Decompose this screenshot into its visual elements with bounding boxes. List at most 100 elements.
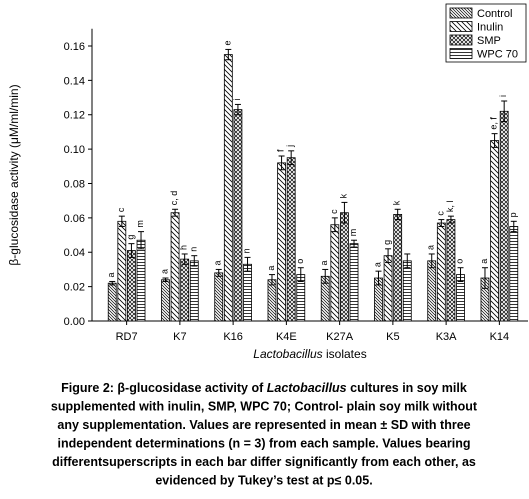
- error-bar: [162, 277, 169, 282]
- caption-line: supplemented with inulin, SMP, WPC 70; C…: [51, 400, 478, 414]
- caption-line: evidenced by Tukey’s test at p≤ 0.05.: [155, 474, 372, 488]
- legend-swatch: [449, 48, 473, 59]
- error-bar: [297, 267, 304, 282]
- legend-label: Control: [477, 8, 512, 20]
- bar: [223, 54, 233, 322]
- significance-letter: e, f: [489, 117, 499, 130]
- error-bar: [191, 255, 198, 267]
- error-bar: [109, 280, 116, 286]
- caption-part: cultures in soy milk: [347, 381, 467, 395]
- bar: [267, 279, 277, 322]
- x-axis-label-part: isolates: [323, 347, 367, 361]
- significance-letter: i: [498, 95, 508, 97]
- error-bar: [491, 133, 498, 148]
- significance-letter: e: [222, 40, 232, 45]
- bar: [393, 214, 403, 322]
- error-bar: [428, 253, 435, 269]
- bar: [330, 224, 340, 322]
- caption-line: any supplementation. Values are represen…: [57, 418, 470, 432]
- significance-letter: c: [329, 209, 339, 214]
- bar: [233, 109, 243, 322]
- bar: [243, 263, 252, 322]
- caption-part: independent determinations (n = 3) from …: [58, 437, 471, 451]
- significance-letter: k: [338, 193, 348, 198]
- significance-letter: a: [159, 269, 169, 274]
- significance-letter: a: [319, 260, 329, 265]
- y-axis-label: β-glucosidase activity (μM/ml/min): [7, 84, 21, 265]
- error-bar: [351, 239, 358, 248]
- error-bar: [172, 208, 179, 217]
- error-bar: [404, 253, 411, 269]
- error-bar: [457, 267, 464, 282]
- y-tick-label: 0.00: [64, 316, 85, 328]
- significance-letter: p: [508, 212, 518, 217]
- legend-label: SMP: [477, 35, 501, 47]
- x-tick-label: K16: [223, 331, 243, 343]
- caption-part: differentsuperscripts in each bar differ…: [52, 455, 476, 469]
- bar: [349, 243, 359, 322]
- significance-letter: i: [232, 98, 242, 100]
- error-bar: [481, 267, 488, 289]
- bar: [107, 282, 117, 322]
- x-tick-label: K4E: [276, 331, 297, 343]
- error-bar: [225, 48, 232, 61]
- bar: [180, 258, 190, 322]
- significance-letter: g: [382, 240, 392, 245]
- caption-line: independent determinations (n = 3) from …: [58, 437, 471, 451]
- y-tick-label: 0.16: [64, 41, 85, 53]
- error-bar: [438, 219, 445, 227]
- bar: [277, 162, 286, 322]
- caption-line: differentsuperscripts in each bar differ…: [52, 455, 476, 469]
- significance-letter: g: [125, 235, 135, 240]
- significance-letter: a: [479, 259, 489, 264]
- significance-letter: a: [106, 272, 116, 277]
- x-tick-label: K3A: [436, 331, 457, 343]
- significance-letter: j: [285, 145, 295, 148]
- significance-letter: m: [348, 229, 358, 237]
- y-tick-label: 0.06: [64, 213, 85, 225]
- legend-swatch: [449, 21, 473, 32]
- y-tick-label: 0.04: [64, 247, 85, 259]
- error-bar: [244, 256, 251, 272]
- significance-letter: a: [213, 260, 223, 265]
- caption-part: evidenced by Tukey’s test at p≤ 0.05.: [155, 474, 372, 488]
- significance-letter: k, l: [445, 201, 455, 213]
- bar: [490, 140, 499, 322]
- y-tick-label: 0.12: [64, 110, 85, 122]
- bar: [402, 260, 412, 322]
- legend-label: Inulin: [477, 22, 503, 34]
- error-bar: [278, 155, 285, 171]
- y-tick-label: 0.10: [64, 144, 85, 156]
- significance-letter: m: [135, 220, 145, 228]
- significance-letter: c: [116, 207, 126, 212]
- error-bar: [181, 253, 188, 265]
- x-axis-label: Lactobacillus isolates: [253, 347, 366, 361]
- caption-part: supplemented with inulin, SMP, WPC 70; C…: [51, 400, 478, 414]
- bar: [286, 157, 296, 322]
- bar: [170, 212, 180, 322]
- error-bar: [331, 217, 338, 233]
- bar: [161, 279, 170, 322]
- bar: [383, 255, 393, 322]
- x-tick-label: K5: [386, 331, 399, 343]
- bar: [509, 226, 519, 322]
- significance-letter: c, d: [169, 191, 179, 206]
- error-bar: [322, 268, 329, 284]
- significance-letter: o: [295, 259, 305, 264]
- error-bar: [268, 274, 275, 286]
- caption-line: Figure 2: β-glucosidase activity of Lact…: [61, 381, 467, 395]
- significance-letter: o: [455, 259, 465, 264]
- error-bar: [385, 248, 392, 264]
- significance-letter: n: [188, 247, 198, 252]
- bar: [189, 260, 199, 322]
- x-tick-label: RD7: [116, 331, 138, 343]
- bar: [214, 272, 224, 322]
- significance-letter: n: [242, 248, 252, 253]
- error-bar: [341, 201, 348, 224]
- significance-letter: f: [276, 149, 286, 152]
- y-tick-label: 0.14: [64, 75, 85, 87]
- bar: [427, 260, 437, 322]
- legend-swatch: [449, 34, 473, 46]
- bar: [436, 222, 446, 322]
